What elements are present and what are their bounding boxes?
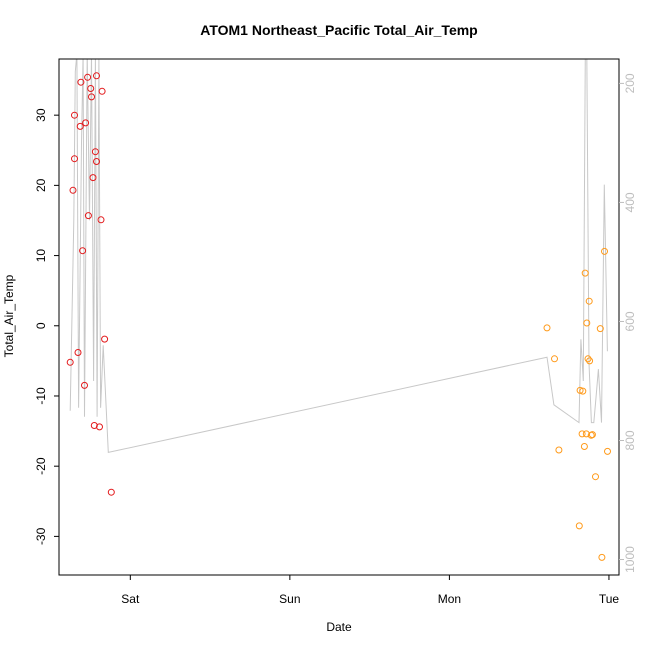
data-point-series-2 bbox=[598, 553, 606, 561]
data-point-series-1 bbox=[93, 158, 100, 165]
data-point-series-2 bbox=[578, 430, 586, 438]
data-point-series-1 bbox=[79, 247, 87, 255]
y-tick-label: -10 bbox=[34, 387, 48, 405]
data-point-series-2 bbox=[583, 319, 591, 327]
data-point-series-2 bbox=[576, 386, 584, 394]
plot-frame bbox=[58, 58, 620, 576]
data-point-series-2 bbox=[543, 324, 551, 332]
data-point-series-2 bbox=[585, 297, 593, 305]
y-tick-label: 0 bbox=[34, 322, 48, 329]
y2-tick-label: 800 bbox=[623, 430, 637, 450]
data-point-series-2 bbox=[580, 443, 588, 450]
data-point-series-1 bbox=[88, 93, 95, 101]
line-layer bbox=[69, 59, 608, 454]
data-point-series-1 bbox=[69, 186, 77, 194]
data-point-series-1 bbox=[107, 488, 115, 496]
data-point-series-1 bbox=[77, 78, 85, 86]
data-point-series-1 bbox=[91, 148, 99, 156]
x-tick-label: Sat bbox=[121, 592, 140, 606]
data-point-series-2 bbox=[584, 355, 592, 363]
data-point-series-1 bbox=[97, 216, 105, 224]
data-point-series-1 bbox=[76, 122, 84, 130]
data-point-series-2 bbox=[581, 269, 589, 277]
data-point-series-2 bbox=[588, 431, 596, 439]
y2-axis: 200 400 600 800 1000 bbox=[619, 73, 637, 573]
data-point-series-1 bbox=[90, 422, 98, 429]
data-point-series-1 bbox=[74, 349, 82, 356]
data-point-series-1 bbox=[93, 72, 100, 80]
y-tick-label: -20 bbox=[34, 457, 48, 475]
data-point-series-1 bbox=[71, 111, 78, 119]
data-point-series-2 bbox=[587, 431, 595, 439]
data-point-series-1 bbox=[71, 155, 78, 163]
x-tick-label: Mon bbox=[438, 592, 461, 606]
y-tick-label: -30 bbox=[34, 527, 48, 545]
data-point-series-2 bbox=[551, 355, 558, 363]
x-axis: Sat Sun Mon Tue bbox=[121, 575, 619, 606]
series-line bbox=[69, 59, 608, 454]
data-point-series-2 bbox=[592, 473, 599, 481]
data-point-series-2 bbox=[579, 387, 587, 395]
y-tick-label: 20 bbox=[34, 178, 48, 192]
x-tick-label: Sun bbox=[279, 592, 300, 606]
data-point-series-1 bbox=[82, 119, 90, 127]
y-axis: -30 -20 -10 0 10 20 30 bbox=[34, 108, 59, 545]
chart-title: ATOM1 Northeast_Pacific Total_Air_Temp bbox=[200, 22, 477, 38]
data-point-series-1 bbox=[96, 423, 103, 431]
data-point-series-1 bbox=[66, 358, 74, 366]
data-point-series-1 bbox=[101, 335, 109, 343]
data-point-series-2 bbox=[601, 247, 608, 255]
points-layer bbox=[66, 72, 611, 561]
x-axis-title: Date bbox=[326, 620, 352, 634]
data-point-series-1 bbox=[84, 212, 92, 220]
data-point-series-2 bbox=[555, 446, 563, 454]
y-tick-label: 30 bbox=[34, 108, 48, 122]
y-axis-title: Total_Air_Temp bbox=[2, 274, 16, 357]
data-point-series-1 bbox=[84, 73, 92, 81]
y-tick-label: 10 bbox=[34, 249, 48, 263]
x-tick-label: Tue bbox=[599, 592, 620, 606]
data-point-series-1 bbox=[98, 87, 106, 95]
data-point-series-2 bbox=[575, 522, 583, 530]
data-point-series-2 bbox=[596, 325, 604, 333]
y2-tick-label: 200 bbox=[623, 73, 637, 93]
y2-tick-label: 1000 bbox=[623, 546, 637, 573]
y2-tick-label: 400 bbox=[623, 192, 637, 212]
data-point-series-2 bbox=[586, 357, 594, 365]
data-point-series-1 bbox=[89, 174, 97, 182]
data-point-series-1 bbox=[81, 381, 88, 389]
y2-tick-label: 600 bbox=[623, 311, 637, 331]
data-point-series-2 bbox=[604, 447, 611, 455]
data-point-series-1 bbox=[87, 85, 95, 92]
